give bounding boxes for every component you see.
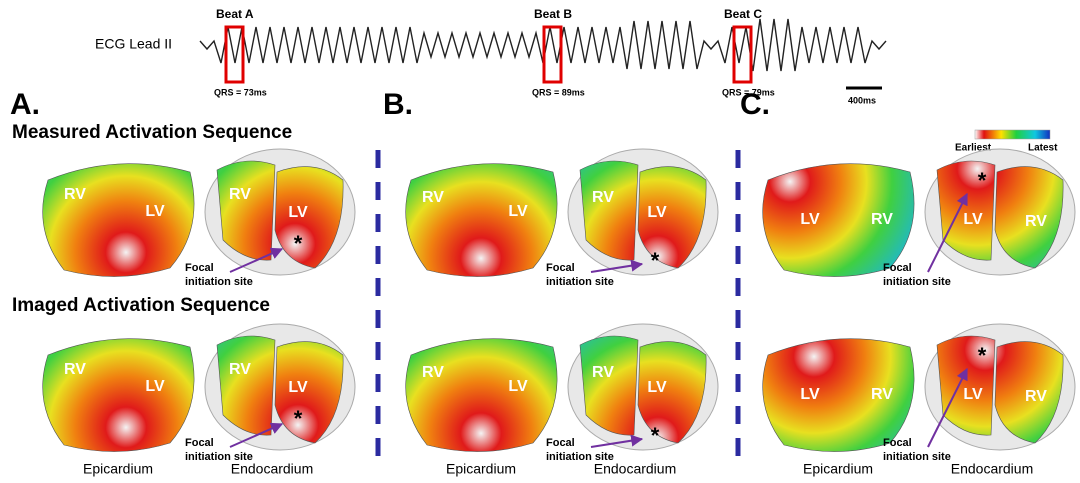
heart-label: LV — [963, 386, 983, 403]
site-marker: * — [978, 343, 987, 368]
annotation: Focal — [546, 262, 575, 274]
column-label: Epicardium — [803, 461, 873, 477]
site-marker: * — [294, 231, 303, 256]
heart-label: LV — [647, 204, 667, 221]
site-marker: * — [651, 248, 660, 273]
annotation: Focal — [546, 437, 575, 449]
heart-label: LV — [288, 379, 308, 396]
colorbar-max: Latest — [1028, 143, 1058, 154]
heart-label: RV — [64, 361, 86, 378]
epicardium-map — [43, 339, 194, 452]
annotation: initiation site — [546, 276, 614, 288]
annotation: initiation site — [185, 276, 253, 288]
qrs-label: QRS = 89ms — [532, 87, 585, 97]
scale-label: 400ms — [848, 95, 876, 105]
epicardium-map — [406, 164, 557, 277]
heart-label: LV — [288, 204, 308, 221]
heart-label: RV — [422, 189, 444, 206]
heart-label: RV — [229, 186, 251, 203]
column-label: Epicardium — [446, 461, 516, 477]
heart-label: RV — [592, 189, 614, 206]
page: ECG Lead II Beat A QRS = 73ms Beat B QRS = 8… — [0, 0, 1080, 483]
heart-label: RV — [1025, 213, 1047, 230]
heart-label: LV — [800, 211, 820, 228]
row-title: Measured Activation Sequence — [12, 122, 292, 143]
site-marker: * — [651, 423, 660, 448]
heart-label: LV — [647, 379, 667, 396]
heart-label: RV — [1025, 388, 1047, 405]
qrs-label: QRS = 73ms — [214, 87, 267, 97]
beat-label: Beat C — [724, 7, 762, 21]
heart-label: RV — [64, 186, 86, 203]
epicardium-map — [43, 164, 194, 277]
beat-label: Beat A — [216, 7, 254, 21]
heart-label: LV — [508, 203, 528, 220]
heart-label: RV — [592, 364, 614, 381]
beat-label: Beat B — [534, 7, 572, 21]
figure: ECG Lead II Beat A QRS = 73ms Beat B QRS = 8… — [0, 0, 1080, 483]
column-label: Endocardium — [594, 461, 677, 477]
row-title: Imaged Activation Sequence — [12, 295, 270, 316]
annotation: initiation site — [883, 451, 951, 463]
ecg-label: ECG Lead II — [95, 36, 172, 52]
annotation: Focal — [883, 437, 912, 449]
epicardium-map — [406, 339, 557, 452]
colorbar — [975, 130, 1050, 139]
panel-label: C. — [740, 88, 770, 121]
heart-label: LV — [145, 203, 165, 220]
site-marker: * — [294, 406, 303, 431]
heart-label: LV — [963, 211, 983, 228]
panel-label: B. — [383, 88, 413, 121]
annotation: Focal — [185, 262, 214, 274]
panel-label: A. — [10, 88, 40, 121]
heart-label: RV — [871, 386, 893, 403]
annotation: Focal — [185, 437, 214, 449]
heart-label: RV — [871, 211, 893, 228]
heart-label: LV — [508, 378, 528, 395]
annotation: initiation site — [883, 276, 951, 288]
heart-label: RV — [229, 361, 251, 378]
beat-box — [734, 27, 751, 82]
column-label: Endocardium — [951, 461, 1034, 477]
column-label: Endocardium — [231, 461, 314, 477]
heart-label: RV — [422, 364, 444, 381]
column-label: Epicardium — [83, 461, 153, 477]
site-marker: * — [978, 168, 987, 193]
heart-label: LV — [800, 386, 820, 403]
heart-label: LV — [145, 378, 165, 395]
annotation: Focal — [883, 262, 912, 274]
